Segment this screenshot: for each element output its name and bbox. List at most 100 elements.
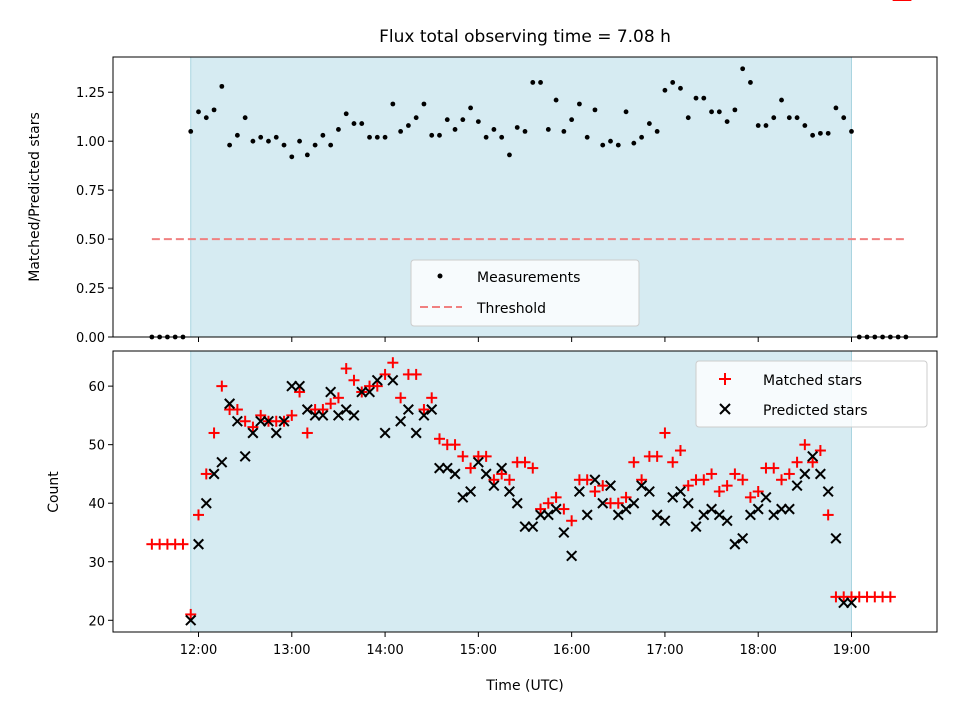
matched-star-point	[216, 380, 228, 392]
predicted-star-point	[799, 468, 811, 480]
predicted-star-point	[643, 485, 655, 498]
measurement-point	[786, 115, 792, 121]
predicted-star-point	[496, 462, 508, 474]
predicted-star-point	[752, 503, 764, 515]
predicted-star-point	[224, 398, 236, 410]
matched-star-point	[566, 515, 578, 527]
matched-star-point	[744, 491, 756, 503]
matched-star-point	[294, 386, 306, 398]
measurement-point	[740, 66, 746, 72]
predicted-star-point	[332, 409, 344, 421]
predicted-star-point	[410, 427, 422, 439]
measurement-point	[522, 129, 528, 134]
matched-star-point	[433, 433, 445, 445]
measurement-point	[374, 134, 380, 140]
measurement-point	[343, 111, 349, 117]
top-y-ticks: 0.00 0.25 0.50 0.75 1.00 1.25	[76, 86, 113, 346]
bottom-legend: Matched stars Predicted stars	[695, 360, 928, 428]
top-panel: 0.00 0.25 0.50 0.75 1.00 1.25 Matched/Predict…	[27, 56, 938, 346]
legend-measurements-marker	[437, 273, 443, 279]
measurement-point	[444, 117, 450, 123]
matched-star-point	[542, 497, 554, 509]
matched-star-point	[395, 392, 407, 404]
matched-star-point	[371, 380, 383, 392]
matched-star-point	[317, 404, 329, 416]
measurement-point	[771, 115, 777, 121]
measurement-point	[491, 127, 497, 132]
legend-predicted-label: Predicted stars	[763, 403, 868, 419]
top-y-tick-label: 1.00	[76, 135, 105, 150]
measurement-point	[367, 134, 372, 140]
top-y-tick-label: 0.50	[76, 233, 105, 248]
matched-star-point	[301, 427, 313, 439]
predicted-star-point	[783, 503, 795, 515]
predicted-star-point	[278, 415, 290, 427]
measurement-point	[312, 142, 318, 148]
measurement-point	[709, 109, 714, 115]
measurement-point	[615, 142, 621, 148]
predicted-star-point	[340, 404, 352, 416]
matched-star-point	[193, 509, 205, 521]
predicted-star-point	[247, 427, 259, 439]
measurement-point	[794, 115, 800, 121]
measurement-point	[250, 138, 256, 144]
predicted-star-point	[449, 468, 461, 480]
predicted-stars-points	[185, 374, 857, 626]
measurement-point	[203, 115, 209, 121]
measurement-point	[421, 101, 427, 107]
top-y-tick-label: 1.25	[76, 86, 105, 101]
measurement-point	[693, 95, 699, 101]
measurement-point	[273, 134, 279, 140]
measurement-point	[631, 140, 637, 146]
measurement-point	[320, 132, 326, 138]
predicted-star-point	[231, 415, 243, 427]
predicted-star-point	[270, 427, 282, 439]
matched-star-point	[286, 409, 298, 421]
x-tick-label: 19:00	[833, 643, 870, 658]
measurement-point	[196, 109, 201, 115]
predicted-star-point	[651, 509, 663, 521]
measurement-point	[359, 121, 365, 126]
predicted-star-point	[698, 509, 710, 521]
predicted-star-point	[301, 404, 313, 416]
matched-star-point	[426, 392, 438, 404]
matched-star-point	[503, 474, 515, 486]
predicted-star-point	[325, 386, 337, 398]
predicted-star-point	[620, 503, 632, 515]
predicted-star-point	[472, 456, 484, 468]
predicted-star-point	[667, 491, 679, 503]
matched-star-point	[550, 491, 562, 503]
predicted-star-point	[721, 515, 733, 527]
measurement-point	[600, 142, 606, 148]
measurement-point	[211, 107, 217, 113]
bottom-panel: 20 30 40 50 60 12:00 13:00 14:00 15:00 16:00 17:0…	[46, 0, 938, 694]
predicted-star-point	[628, 497, 640, 509]
measurement-point	[219, 83, 225, 89]
predicted-star-point	[193, 538, 205, 550]
x-tick-label: 13:00	[273, 643, 310, 658]
predicted-star-point	[558, 526, 570, 538]
matched-star-point	[620, 491, 632, 503]
measurement-point	[452, 127, 458, 132]
predicted-star-point	[814, 468, 826, 480]
matched-star-point	[519, 456, 531, 468]
predicted-star-point	[791, 480, 803, 492]
legend-matched-label: Matched stars	[763, 373, 862, 389]
measurement-point	[678, 85, 683, 91]
matched-star-point	[418, 404, 430, 416]
predicted-star-point	[503, 485, 515, 498]
measurement-point	[662, 87, 668, 93]
measurement-point	[639, 134, 645, 140]
measurement-point	[429, 132, 435, 138]
predicted-star-point	[830, 532, 842, 544]
predicted-star-point	[371, 374, 383, 386]
matched-star-point	[379, 368, 391, 380]
predicted-star-point	[589, 474, 601, 486]
predicted-star-point	[550, 503, 562, 515]
matched-star-point	[814, 445, 826, 457]
measurement-point	[538, 80, 543, 85]
bottom-y-axis-label: Count	[46, 471, 62, 513]
predicted-star-point	[364, 386, 376, 398]
matched-star-point	[449, 439, 461, 451]
measurement-point	[577, 101, 582, 107]
